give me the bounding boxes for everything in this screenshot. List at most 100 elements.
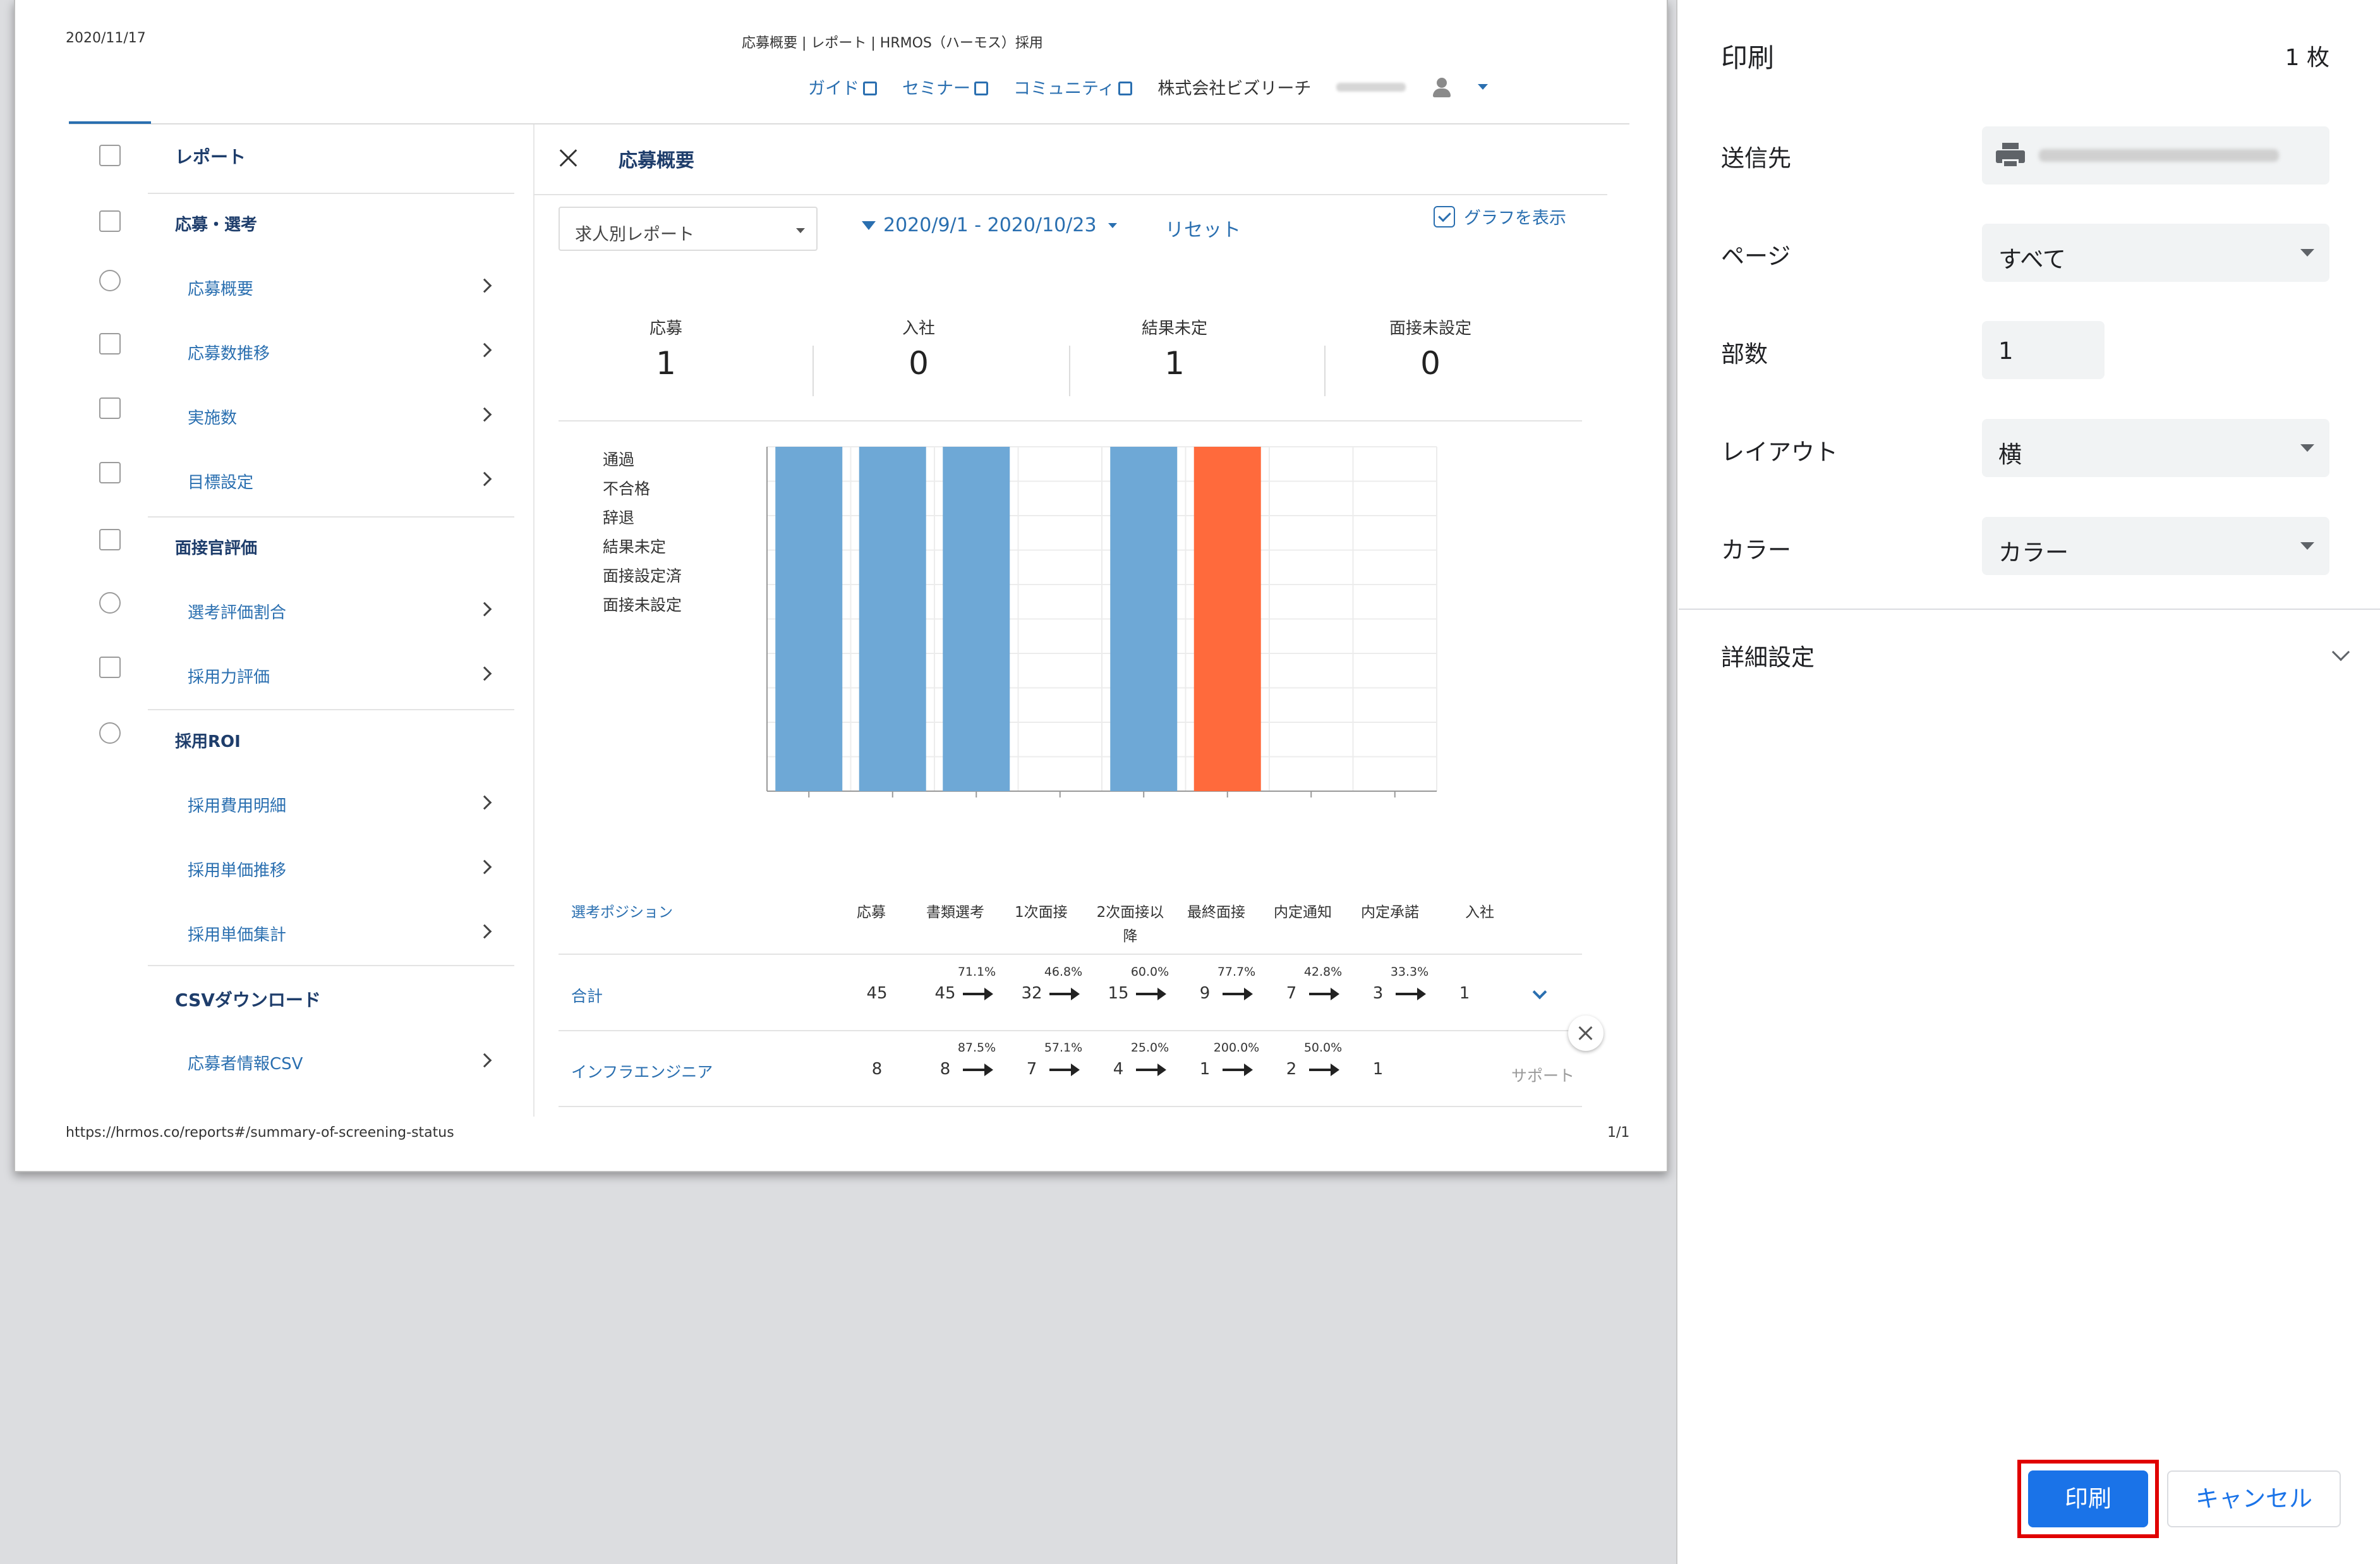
people-icon [99,592,121,614]
stat-undecided: 結果未定 1 [1141,319,1207,382]
cancel-button[interactable]: キャンセル [2167,1470,2341,1527]
arrow-right-icon [1309,988,1339,1000]
seminar-link[interactable]: セミナー [902,75,988,99]
chevron-down-icon[interactable] [1532,985,1547,1000]
sidebar-item-cost-details[interactable]: 採用費用明細 [188,797,287,816]
conversion-rate: 60.0% [1130,965,1169,979]
legend-item-interview-unset: 面接未設定 [603,596,682,614]
table-row-total[interactable]: 合計 [571,987,603,1005]
chart-bar [859,447,926,791]
chart-bar [943,447,1010,791]
preview-page: 2020/11/17 応募概要 | レポート | HRMOS（ハーモス）採用 ガ… [14,0,1668,1172]
redacted-printer-name [2039,149,2279,162]
chevron-right-icon [477,278,492,293]
col-header-hired: 入社 [1465,904,1494,921]
footer-url: https://hrmos.co/reports#/summary-of-scr… [66,1125,454,1141]
support-close-icon[interactable] [1568,1015,1604,1051]
chevron-right-icon [477,407,492,422]
destination-select[interactable] [1982,126,2329,185]
chevron-down-icon [2300,249,2314,257]
col-header-accepted: 内定承諾 [1361,904,1419,921]
funnel-value: 2 [1286,1060,1297,1079]
arrow-right-icon [1223,1064,1253,1076]
user-icon[interactable] [1431,76,1453,98]
chart-bar [1110,447,1178,791]
arrow-right-icon [1049,1064,1080,1076]
close-icon[interactable] [559,149,577,167]
legend-item-interview-set: 面接設定済 [603,567,682,585]
pages-select[interactable]: すべて [1982,224,2329,282]
funnel-value: 1 [1199,1060,1211,1079]
table-row-infra-engineer[interactable]: インフラエンジニア [571,1063,713,1081]
color-select[interactable]: カラー [1982,517,2329,575]
legend-item-rejected: 不合格 [603,480,651,498]
funnel-value: 7 [1026,1060,1037,1079]
community-link[interactable]: コミュニティ [1013,75,1133,99]
funnel-value: 4 [1113,1060,1124,1079]
advanced-settings-toggle[interactable]: 詳細設定 [1721,644,1815,671]
conversion-rate: 46.8% [1044,965,1083,979]
sidebar-item-unit-cost-trend[interactable]: 採用単価推移 [188,861,287,880]
col-header-first-interview: 1次面接 [1015,904,1068,921]
sidebar-item-unit-cost-summary[interactable]: 採用単価集計 [188,926,287,945]
copies-input[interactable]: 1 [1982,321,2105,379]
report-sidebar: レポート 応募・選考 応募概要 応募数推移 実施数 目標設定 面接官評価 選考評… [69,124,535,1117]
chevron-down-icon [2300,444,2314,452]
print-button[interactable]: 印刷 [2028,1470,2148,1527]
funnel-value: 7 [1286,984,1297,1003]
print-dialog-title: 印刷 [1721,42,1775,73]
report-type-select[interactable]: 求人別レポート [559,207,818,251]
col-header-second-interview: 2次面接以降 [1096,904,1164,945]
calendar-icon [99,397,121,419]
user-menu-caret-icon[interactable] [1478,84,1489,90]
sidebar-item-application-summary[interactable]: 応募概要 [188,280,254,299]
external-link-icon [863,82,877,95]
funnel-value: 45 [934,984,956,1003]
chevron-right-icon [477,471,492,487]
sidebar-section-interviewer: 面接官評価 [175,539,258,558]
checkbox-checked-icon [1434,205,1455,227]
legend-item-passed: 通過 [603,451,635,469]
sidebar-item-recruiting-power[interactable]: 採用力評価 [188,668,270,687]
arrow-right-icon [1136,1064,1166,1076]
chevron-right-icon [477,343,492,358]
chevron-down-icon [2300,542,2314,550]
funnel-value: 1 [1372,1060,1384,1079]
evaluation-icon [99,657,121,678]
sidebar-item-applicant-csv[interactable]: 応募者情報CSV [188,1055,303,1074]
chevron-down-icon [1108,222,1117,228]
sidebar-section-csv: CSVダウンロード [175,990,321,1010]
conversion-rate: 200.0% [1213,1041,1260,1055]
sidebar-item-goal-setting[interactable]: 目標設定 [188,473,254,492]
destination-label: 送信先 [1721,145,1791,172]
arrow-right-icon [963,988,993,1000]
sidebar-item-evaluation-ratio[interactable]: 選考評価割合 [188,603,287,622]
support-label[interactable]: サポート [1511,1067,1575,1085]
conversion-rate: 77.7% [1217,965,1256,979]
stat-hired: 入社 0 [902,319,935,382]
arrow-right-icon [1309,1064,1339,1076]
arrow-right-icon [1136,988,1166,1000]
funnel-value: 15 [1108,984,1129,1003]
reset-link[interactable]: リセット [1165,219,1241,241]
header-accent [69,121,151,124]
guide-link[interactable]: ガイド [808,75,877,99]
sidebar-item-implementation-count[interactable]: 実施数 [188,409,238,428]
arrow-right-icon [963,1064,993,1076]
date-range-filter[interactable]: 2020/9/1 - 2020/10/23 [862,214,1117,236]
color-label: カラー [1721,536,1791,564]
external-link-icon [974,82,988,95]
bar-chart-icon [99,462,121,483]
chevron-down-icon[interactable] [2331,643,2350,662]
footer-page-number: 1/1 [1607,1125,1630,1141]
gear-icon [99,722,121,744]
sidebar-item-application-trend[interactable]: 応募数推移 [188,344,270,363]
company-name: 株式会社ビズリーチ [1157,79,1312,99]
sheet-count: 1 枚 [2285,45,2329,71]
col-header-offer: 内定通知 [1274,904,1332,921]
trend-icon [99,333,121,355]
print-button-highlight [2017,1460,2159,1538]
sidebar-report-title: レポート [175,147,246,167]
show-graph-checkbox[interactable]: グラフを表示 [1434,204,1566,229]
layout-select[interactable]: 横 [1982,419,2329,477]
